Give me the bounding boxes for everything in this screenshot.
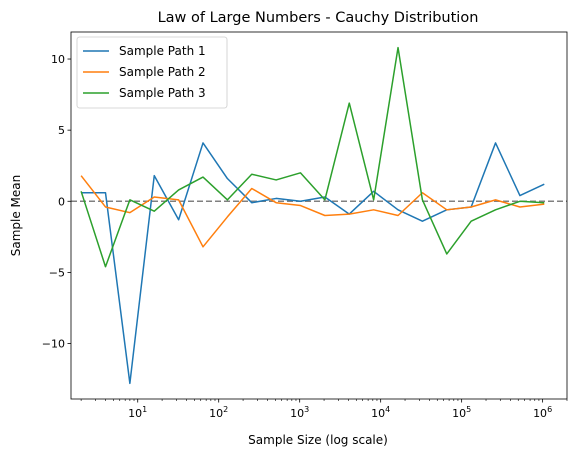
plot-area	[71, 46, 567, 385]
series-line-2	[80, 175, 545, 248]
legend: Sample Path 1 Sample Path 2 Sample Path 3	[76, 36, 228, 109]
axes-frame	[70, 31, 568, 400]
x-axis: 101 102 103 104 105 106	[80, 399, 568, 420]
y-tick-label: 0	[58, 195, 65, 208]
y-tick-label: −10	[42, 338, 65, 351]
legend-label-3: Sample Path 3	[119, 86, 206, 100]
y-axis-label: Sample Mean	[9, 175, 23, 257]
x-tick-label: 106	[533, 405, 552, 420]
x-axis-label: Sample Size (log scale)	[248, 433, 388, 447]
legend-label-1: Sample Path 1	[119, 44, 206, 58]
x-tick-label: 104	[371, 405, 390, 420]
y-tick-label: −5	[49, 266, 65, 279]
x-tick-label: 105	[452, 405, 471, 420]
legend-label-2: Sample Path 2	[119, 65, 206, 79]
y-tick-label: 10	[51, 53, 65, 66]
series-line-1	[81, 142, 545, 385]
legend-frame	[76, 36, 228, 109]
x-tick-label: 101	[128, 405, 147, 420]
series-line-3	[80, 46, 545, 268]
y-axis: 10 5 0 −5 −10	[42, 53, 71, 351]
y-tick-label: 5	[58, 124, 65, 137]
x-tick-label: 103	[290, 405, 309, 420]
x-tick-label: 102	[209, 405, 228, 420]
chart-title: Law of Large Numbers - Cauchy Distributi…	[158, 10, 479, 26]
